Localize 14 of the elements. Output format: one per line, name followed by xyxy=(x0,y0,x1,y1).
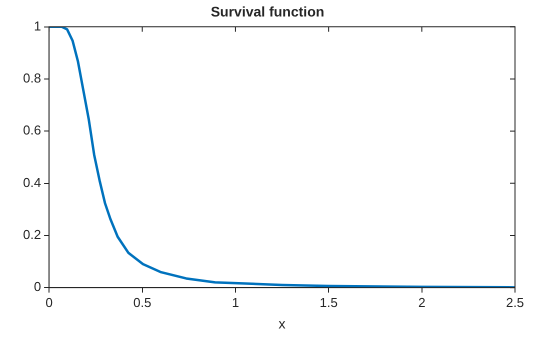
x-tick-label: 1 xyxy=(232,294,240,310)
y-tick-label: 0.2 xyxy=(22,227,42,242)
x-tick-label: 2 xyxy=(418,294,426,310)
x-tick-label: 1.5 xyxy=(320,294,338,310)
chart-title: Survival function xyxy=(210,3,324,20)
y-tick-label: 0.8 xyxy=(22,70,42,86)
x-tick-label: 2.5 xyxy=(506,294,524,310)
x-axis-title: x xyxy=(278,315,286,332)
y-tick-label: 0 xyxy=(34,279,42,294)
x-tick-label: 0.5 xyxy=(133,294,152,310)
y-tick-label: 1 xyxy=(34,18,42,34)
x-tick-label: 0 xyxy=(45,294,53,310)
y-tick-label: 0.4 xyxy=(22,174,42,190)
y-tick-label: 0.6 xyxy=(22,122,42,138)
